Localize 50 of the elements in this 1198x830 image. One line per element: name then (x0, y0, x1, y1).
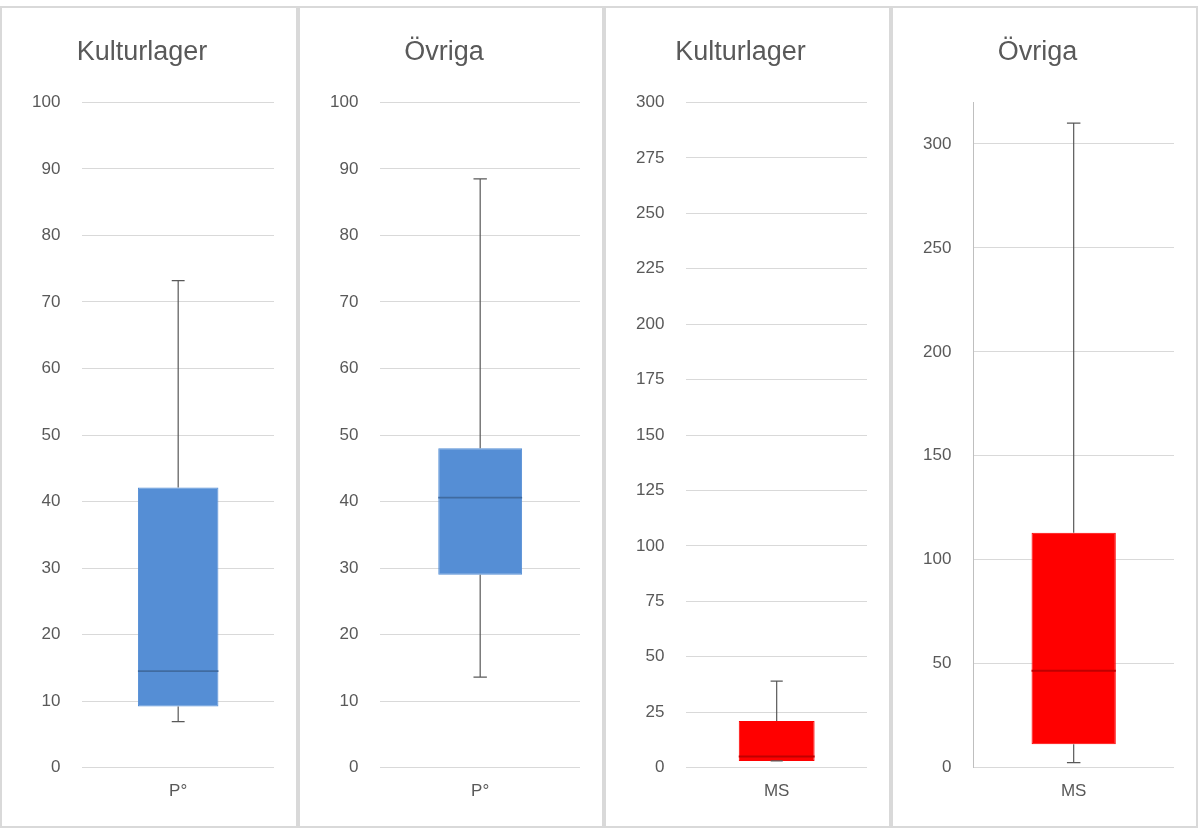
y-tick-label: 0 (50, 757, 61, 777)
y-tick-label: 150 (922, 445, 952, 465)
y-tick-label: 250 (635, 202, 665, 222)
y-tick-label: 70 (339, 291, 359, 311)
y-tick-label: 100 (922, 549, 952, 569)
y-tick-label: 40 (339, 491, 359, 511)
chart-title: Övriga (997, 35, 1079, 66)
chart-title: Kulturlager (675, 35, 806, 66)
y-tick-label: 0 (654, 757, 665, 777)
y-tick-label: 90 (41, 158, 61, 178)
y-tick-label: 50 (645, 646, 665, 666)
y-tick-label: 20 (339, 624, 359, 644)
chart-title: Kulturlager (76, 35, 208, 66)
y-tick-label: 25 (645, 701, 665, 721)
y-tick-label: 20 (41, 624, 61, 644)
y-tick-label: 300 (922, 133, 952, 153)
y-tick-label: 300 (635, 92, 665, 112)
y-tick-label: 100 (329, 92, 359, 112)
y-tick-label: 60 (339, 358, 359, 378)
y-tick-label: 50 (41, 424, 61, 444)
y-tick-label: 175 (635, 369, 665, 389)
y-tick-label: 0 (348, 757, 359, 777)
y-tick-label: 50 (932, 653, 952, 673)
y-tick-label: 100 (635, 535, 665, 555)
y-tick-label: 150 (635, 424, 665, 444)
y-tick-label: 50 (339, 424, 359, 444)
y-tick-label: 80 (339, 225, 359, 245)
chart-title: Övriga (404, 35, 485, 66)
y-tick-label: 200 (922, 341, 952, 361)
y-tick-label: 90 (339, 158, 359, 178)
y-tick-label: 275 (635, 147, 665, 167)
y-tick-label: 60 (41, 358, 61, 378)
x-tick-label: P° (471, 781, 490, 801)
x-tick-label: MS (763, 781, 790, 801)
y-tick-label: 30 (41, 557, 61, 577)
y-tick-label: 100 (31, 92, 61, 112)
y-tick-label: 75 (645, 590, 665, 610)
y-tick-label: 10 (41, 690, 61, 710)
y-tick-label: 10 (339, 690, 359, 710)
y-tick-label: 70 (41, 291, 61, 311)
y-tick-label: 225 (635, 258, 665, 278)
y-tick-label: 125 (635, 480, 665, 500)
x-tick-label: P° (169, 781, 188, 801)
y-tick-label: 0 (941, 757, 952, 777)
y-tick-label: 250 (922, 237, 952, 257)
y-tick-label: 200 (635, 313, 665, 333)
x-tick-label: MS (1060, 781, 1087, 801)
y-tick-label: 80 (41, 225, 61, 245)
y-tick-label: 30 (339, 557, 359, 577)
y-tick-label: 40 (41, 491, 61, 511)
